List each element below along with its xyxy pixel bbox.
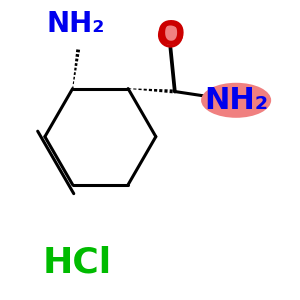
Ellipse shape [159,24,182,46]
Text: HCl: HCl [42,245,112,279]
Ellipse shape [201,83,271,118]
Text: NH₂: NH₂ [204,86,268,115]
Text: O: O [156,19,184,52]
Text: NH₂: NH₂ [46,10,105,38]
